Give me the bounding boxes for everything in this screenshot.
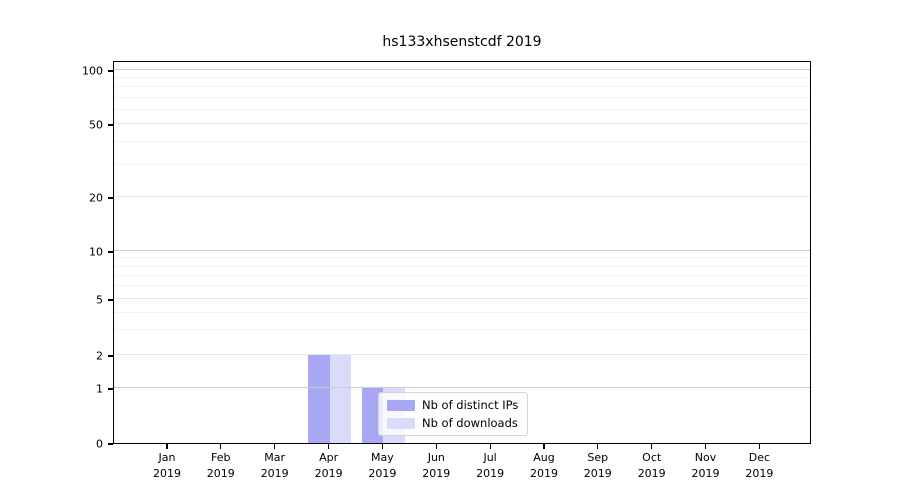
gridline-10 [114, 250, 810, 251]
gridline-100 [114, 69, 810, 70]
x-tick-month: Jan [158, 451, 176, 464]
x-axis-tick-label-dec: Dec 2019 [729, 450, 789, 482]
gridline-minor-4 [114, 311, 810, 313]
x-tick-mark-may [381, 444, 383, 449]
x-tick-year: 2019 [314, 467, 343, 480]
x-tick-year: 2019 [530, 467, 558, 480]
legend-swatch-distinct-ips-icon [387, 399, 415, 411]
x-tick-month: Feb [211, 451, 231, 464]
x-tick-month: Jul [483, 451, 497, 464]
x-tick-month: Jun [427, 451, 445, 464]
legend-label-downloads: Nb of downloads [422, 416, 518, 430]
x-tick-month: Dec [748, 451, 771, 464]
x-tick-year: 2019 [691, 467, 720, 480]
y-axis-tick-label-2: 2 [96, 349, 103, 363]
x-tick-month: Aug [533, 451, 555, 464]
x-tick-month: Mar [264, 451, 286, 464]
gridline-minor-7 [114, 274, 810, 276]
x-tick-year: 2019 [745, 467, 774, 480]
legend: Nb of distinct IPs Nb of downloads [378, 392, 529, 436]
legend-swatch-downloads-icon [387, 417, 415, 429]
x-axis-tick-label-apr: Apr 2019 [299, 450, 359, 482]
gridline-minor-6 [114, 285, 810, 287]
y-axis-tick-label-5: 5 [96, 293, 103, 307]
gridline-1 [114, 387, 810, 388]
x-tick-month: Nov [694, 451, 717, 464]
x-tick-mark-jul [489, 444, 491, 449]
legend-item-distinct-ips: Nb of distinct IPs [387, 398, 518, 412]
x-axis-tick-label-jan: Jan 2019 [137, 450, 197, 482]
legend-label-distinct-ips: Nb of distinct IPs [422, 398, 519, 412]
x-tick-year: 2019 [583, 467, 612, 480]
gridline-minor-9 [114, 257, 810, 259]
x-axis-tick-label-may: May 2019 [352, 450, 412, 482]
y-axis-tick-label-50: 50 [89, 118, 103, 132]
gridline-20 [114, 196, 810, 197]
x-axis-tick-label-oct: Oct 2019 [622, 450, 682, 482]
gridline-minor-3 [114, 329, 810, 331]
x-tick-mark-apr [327, 444, 330, 449]
y-axis-tick-label-1: 1 [96, 382, 103, 396]
x-tick-year: 2019 [153, 467, 181, 480]
gridlines-layer [114, 62, 810, 443]
x-axis-tick-label-sep: Sep 2019 [568, 450, 628, 482]
y-axis-tick-label-100: 100 [82, 64, 103, 78]
gridline-minor-70 [114, 96, 810, 98]
y-axis-tick-label-0: 0 [96, 437, 103, 451]
x-tick-year: 2019 [637, 467, 666, 480]
x-tick-mark-oct [651, 444, 653, 449]
x-tick-year: 2019 [260, 467, 289, 480]
y-axis-tick-label-20: 20 [89, 191, 103, 205]
legend-item-downloads: Nb of downloads [387, 416, 518, 430]
bar-downloads-apr [329, 355, 352, 443]
x-tick-mark-dec [758, 444, 760, 449]
gridline-2 [114, 354, 810, 355]
x-tick-mark-mar [274, 444, 276, 449]
gridline-minor-60 [114, 108, 810, 110]
x-tick-mark-nov [704, 444, 707, 449]
x-tick-month: Apr [319, 451, 339, 464]
x-axis-tick-label-jun: Jun 2019 [406, 450, 466, 482]
gridline-50 [114, 123, 810, 124]
x-axis-tick-label-mar: Mar 2019 [245, 450, 305, 482]
chart-title: hs133xhsenstcdf 2019 [382, 34, 542, 50]
gridline-5 [114, 298, 810, 299]
x-tick-month: May [371, 451, 394, 464]
x-tick-year: 2019 [422, 467, 451, 480]
x-tick-mark-aug [543, 444, 545, 449]
x-tick-mark-sep [597, 444, 599, 449]
x-tick-month: Sep [587, 451, 609, 464]
gridline-minor-40 [114, 140, 810, 142]
y-axis-tick-label-10: 10 [89, 245, 103, 259]
x-tick-mark-feb [220, 444, 222, 449]
x-tick-mark-jun [435, 444, 437, 449]
x-axis-tick-label-jul: Jul 2019 [460, 450, 520, 482]
x-tick-year: 2019 [368, 467, 397, 480]
bar-distinct-ips-apr [308, 355, 330, 443]
gridline-minor-80 [114, 86, 810, 88]
x-axis-tick-label-nov: Nov 2019 [676, 450, 736, 482]
plot-area: Nb of distinct IPs Nb of downloads [113, 61, 811, 444]
gridline-minor-90 [114, 77, 810, 79]
x-axis-tick-label-feb: Feb 2019 [191, 450, 251, 482]
x-tick-month: Oct [642, 451, 662, 464]
x-tick-mark-jan [166, 444, 168, 449]
x-axis-tick-label-aug: Aug 2019 [514, 450, 574, 482]
x-tick-year: 2019 [206, 467, 235, 480]
gridline-minor-8 [114, 265, 810, 267]
x-tick-year: 2019 [476, 467, 505, 480]
gridline-minor-30 [114, 163, 810, 165]
